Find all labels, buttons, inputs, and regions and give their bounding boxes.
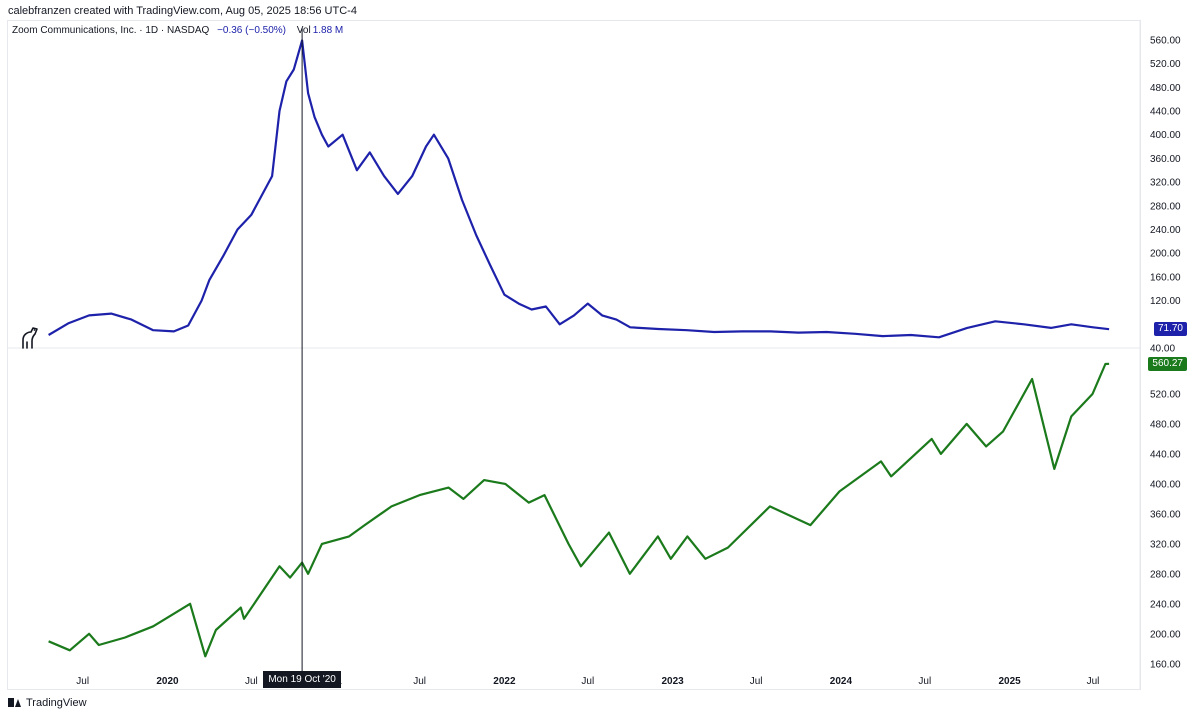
x-tick-label: Jul: [413, 676, 426, 687]
zoom-y-tick-label: 280.00: [1150, 201, 1181, 212]
spy-y-tick-label: 320.00: [1150, 539, 1181, 550]
spy-y-tick-label: 240.00: [1150, 599, 1181, 610]
symbol-legend: Zoom Communications, Inc. · 1D · NASDAQ …: [12, 25, 343, 36]
tradingview-brand[interactable]: TradingView: [8, 697, 87, 709]
x-tick-label: Jul: [750, 676, 763, 687]
zoom-y-tick-label: 360.00: [1150, 154, 1181, 165]
x-tick-label: Jul: [581, 676, 594, 687]
dinosaur-icon: [22, 327, 38, 349]
x-tick-label: Jul: [1087, 676, 1100, 687]
spy-price-line[interactable]: [48, 362, 1110, 658]
x-tick-label: 2025: [998, 676, 1021, 687]
x-tick-label: 2024: [830, 676, 853, 687]
brand-name: TradingView: [26, 697, 87, 709]
zoom-y-tick-label: 520.00: [1150, 59, 1181, 70]
spy-y-tick-label: 360.00: [1150, 509, 1181, 520]
spy-y-tick-label: 520.00: [1150, 390, 1181, 401]
x-tick-label: 2020: [156, 676, 179, 687]
spy-y-tick-label: 160.00: [1150, 659, 1181, 670]
x-tick-label: Jul: [245, 676, 258, 687]
zoom-y-tick-label: 160.00: [1150, 272, 1181, 283]
x-tick-label: Jul: [76, 676, 89, 687]
crosshair-date-label: Mon 19 Oct '20: [263, 671, 342, 688]
tradingview-logo-icon: [8, 698, 22, 707]
volume-value: 1.88 M: [312, 25, 344, 36]
zoom-y-tick-label: 480.00: [1150, 83, 1181, 94]
zoom-y-tick-label: 400.00: [1150, 130, 1181, 141]
zoom-y-tick-label: 240.00: [1150, 225, 1181, 236]
spy-pane[interactable]: [48, 362, 1110, 658]
attribution-text: calebfranzen created with TradingView.co…: [8, 5, 357, 17]
price-scale-top[interactable]: 40.00 120.00 160.00 200.00 240.00 280.00 320.0…: [1150, 35, 1181, 354]
zoom-y-tick-label: 440.00: [1150, 107, 1181, 118]
x-tick-label: 2022: [493, 676, 516, 687]
time-scale[interactable]: Jul2020Jul21Jul2022Jul2023Jul2024Jul2025…: [76, 676, 1099, 687]
x-tick-label: 2023: [661, 676, 684, 687]
zoom-y-tick-label: 320.00: [1150, 178, 1181, 189]
spy-y-tick-label: 480.00: [1150, 419, 1181, 430]
zoom-y-tick-label: 40.00: [1150, 344, 1175, 355]
price-change: −0.36 (−0.50%): [217, 25, 286, 36]
zoom-y-tick-label: 200.00: [1150, 249, 1181, 260]
price-scale-bottom[interactable]: 160.00 200.00 240.00 280.00 320.00 360.00 400.…: [1150, 390, 1181, 671]
spy-y-tick-label: 280.00: [1150, 569, 1181, 580]
zoom-last-price-badge: 71.70: [1153, 322, 1187, 337]
zoom-y-tick-label: 120.00: [1150, 296, 1181, 307]
zoom-pane[interactable]: [48, 39, 1110, 339]
spy-y-tick-label: 440.00: [1150, 449, 1181, 460]
spy-y-tick-label: 400.00: [1150, 479, 1181, 490]
spy-y-tick-label: 200.00: [1150, 629, 1181, 640]
zoom-y-tick-label: 560.00: [1150, 35, 1181, 46]
volume-label: Vol: [296, 25, 311, 36]
symbol-name[interactable]: Zoom Communications, Inc. · 1D · NASDAQ: [12, 25, 210, 36]
spy-last-price-badge: 560.27: [1148, 356, 1187, 371]
x-tick-label: Jul: [918, 676, 931, 687]
zoom-price-line[interactable]: [48, 39, 1110, 339]
